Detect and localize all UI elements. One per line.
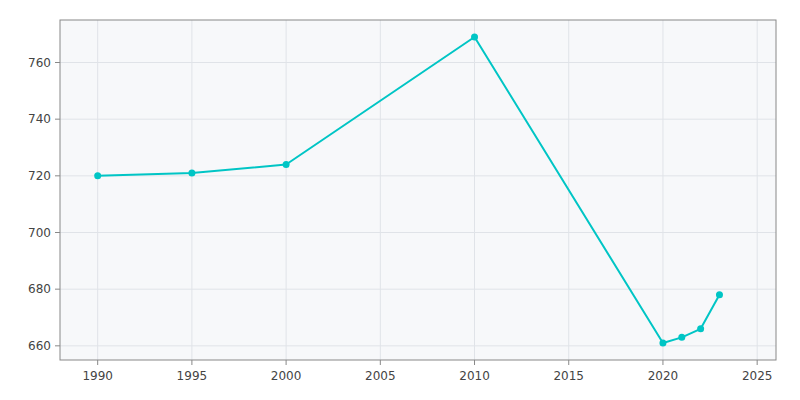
y-tick-label: 700 [28,226,51,240]
x-tick [568,360,569,365]
data-point [471,34,478,41]
x-tick [380,360,381,365]
x-tick-label: 2020 [648,369,679,383]
x-tick [662,360,663,365]
plot-frame [60,20,776,360]
x-tick-label: 1990 [82,369,113,383]
y-grid-line [60,119,776,120]
data-point [283,161,290,168]
chart-svg: 1990 1995 2000 2005 2010 2015 2020 2025 660 680 70… [0,0,800,400]
y-grid-line [60,175,776,176]
data-point [716,291,723,298]
data-point [94,172,101,179]
grid [60,20,776,360]
chart-container: 1990 1995 2000 2005 2010 2015 2020 2025 660 680 70… [0,0,800,400]
y-tick-label: 720 [28,169,51,183]
x-grid-line [97,20,98,360]
x-tick-label: 2010 [459,369,490,383]
x-tick-label: 2005 [365,369,396,383]
data-point [697,325,704,332]
y-tick-label: 740 [28,112,51,126]
x-tick [97,360,98,365]
x-tick [474,360,475,365]
y-tick [55,232,60,233]
x-grid-line [757,20,758,360]
x-grid-line [380,20,381,360]
y-tick [55,345,60,346]
y-tick-label: 660 [28,339,51,353]
plot-area [94,34,723,347]
x-tick-label: 2000 [271,369,302,383]
x-tick-label: 2025 [742,369,773,383]
x-tick [286,360,287,365]
y-grid-line [60,232,776,233]
y-grid-line [60,289,776,290]
x-tick [757,360,758,365]
data-point [659,340,666,347]
y-grid-line [60,62,776,63]
data-point [678,334,685,341]
axes: 1990 1995 2000 2005 2010 2015 2020 2025 660 680 70… [28,20,776,383]
x-tick [191,360,192,365]
x-grid-line [662,20,663,360]
y-tick [55,62,60,63]
data-line [98,37,720,343]
y-tick [55,289,60,290]
plot-background [60,20,776,360]
x-grid-line [191,20,192,360]
y-grid-line [60,345,776,346]
x-grid-line [474,20,475,360]
y-tick [55,175,60,176]
x-tick-label: 1995 [177,369,208,383]
y-tick-label: 680 [28,282,51,296]
data-point [188,170,195,177]
x-grid-line [286,20,287,360]
y-tick [55,119,60,120]
x-tick-label: 2015 [553,369,584,383]
y-tick-label: 760 [28,56,51,70]
